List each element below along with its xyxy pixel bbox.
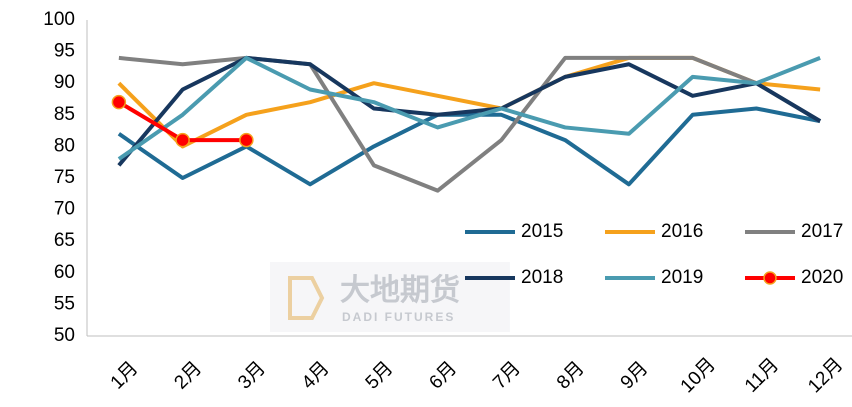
watermark: 大地期货 DADI FUTURES [270,262,510,332]
y-tick-label: 55 [54,293,75,314]
legend-label: 2016 [661,221,703,242]
y-tick-label: 70 [54,199,75,220]
x-tick-label: 3月 [234,358,270,394]
x-tick-label: 2月 [170,358,206,394]
series-line [117,106,821,187]
series-line [117,55,822,167]
y-tick-label: 75 [54,167,75,188]
series-marker [175,132,190,148]
legend-label: 2017 [801,221,843,242]
legend-label: 2019 [661,267,703,288]
series-line [117,55,821,161]
y-tick-label: 100 [43,9,75,30]
legend-label: 2015 [521,221,563,242]
y-tick-label: 90 [54,72,75,93]
y-tick-label: 65 [54,230,75,251]
x-tick-label: 4月 [298,358,334,394]
watermark-logo [288,276,325,320]
x-tick-label: 5月 [362,358,398,394]
watermark-subtitle: DADI FUTURES [342,310,455,324]
y-tick-label: 80 [54,135,75,156]
x-tick-label: 8月 [553,358,589,394]
series-line [118,55,822,193]
x-tick-label: 10月 [677,354,720,397]
series-marker [239,132,254,148]
x-tick-label: 11月 [741,355,783,397]
x-tick-label: 7月 [489,358,525,394]
legend-label: 2020 [801,267,843,288]
x-tick-label: 6月 [425,358,461,394]
x-tick-label: 12月 [804,354,847,397]
watermark-title: 大地期货 [340,273,460,307]
x-tick-label: 9月 [617,358,653,394]
x-tick-label: 1月 [107,358,143,394]
legend-label: 2018 [521,267,563,288]
y-tick-label: 60 [54,262,75,283]
y-tick-label: 85 [54,104,75,125]
y-tick-label: 95 [54,41,75,62]
series-marker [111,94,127,110]
legend-marker [763,271,777,285]
y-tick-label: 50 [54,325,75,346]
watermark-bg [270,262,510,332]
